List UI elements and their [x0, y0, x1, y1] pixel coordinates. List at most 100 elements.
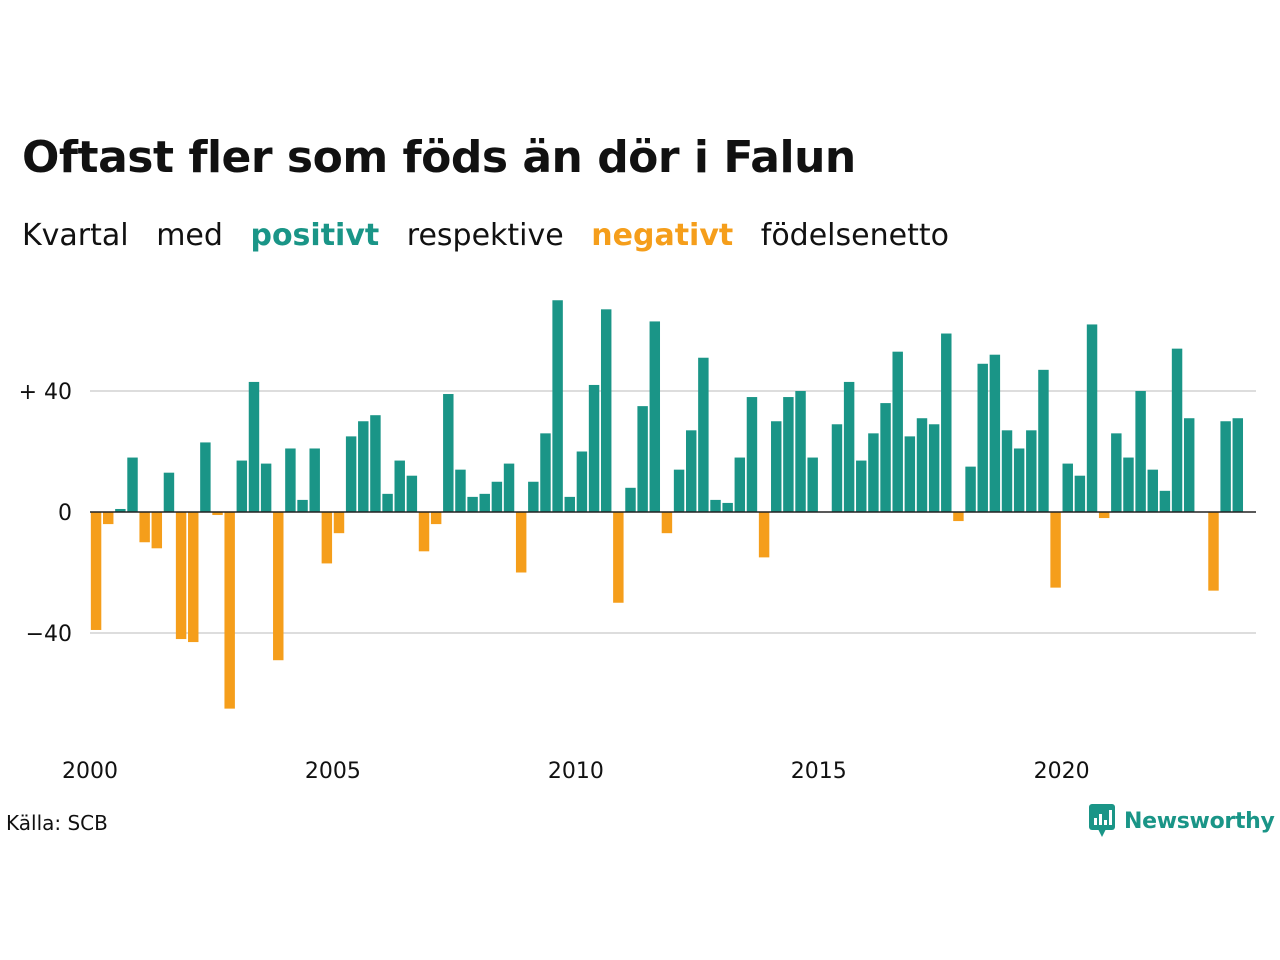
bar	[880, 403, 891, 512]
subtitle-positive-word: positivt	[250, 218, 380, 253]
bar	[175, 512, 187, 640]
bar	[1086, 324, 1098, 512]
bar-chart: + 40 0 −40 2000 2005 2010 2015 2020	[19, 300, 1256, 784]
bar	[783, 397, 794, 512]
bar	[758, 512, 770, 558]
y-tick-label: 0	[58, 501, 72, 526]
bar	[613, 512, 624, 603]
bar	[989, 354, 1001, 512]
bar	[260, 463, 272, 512]
bar	[1135, 391, 1146, 512]
bar	[430, 512, 442, 525]
chart-subtitle: Kvartal med positivt respektive negativt…	[22, 218, 967, 253]
x-tick-label: 2015	[791, 759, 847, 784]
bar	[552, 300, 563, 512]
bar	[843, 381, 855, 512]
bar	[1183, 418, 1195, 512]
bar	[467, 496, 478, 513]
newsworthy-logo-icon	[1089, 804, 1115, 837]
bar	[698, 357, 709, 513]
bar	[734, 457, 746, 512]
bar	[564, 496, 575, 513]
bar	[1232, 418, 1244, 512]
bar	[637, 406, 648, 513]
bar	[746, 397, 758, 512]
bar	[236, 460, 248, 512]
bar	[139, 512, 150, 543]
bar	[491, 481, 503, 512]
bar	[686, 430, 697, 512]
bar	[625, 487, 636, 512]
bar	[649, 321, 661, 512]
subtitle-negative-word: negativt	[591, 218, 734, 253]
x-tick-label: 2000	[62, 759, 118, 784]
bar	[321, 512, 333, 564]
x-tick-label: 2020	[1034, 759, 1090, 784]
bar	[771, 421, 782, 512]
bar	[916, 418, 928, 512]
bar	[1074, 475, 1086, 512]
bar	[333, 512, 345, 534]
bar	[212, 512, 223, 516]
bar	[443, 394, 454, 512]
bar	[503, 463, 515, 512]
bar	[188, 512, 199, 643]
bar	[309, 448, 320, 512]
bar	[370, 415, 381, 512]
bar	[600, 309, 612, 512]
bar	[151, 512, 163, 549]
bar	[941, 333, 952, 512]
bar	[1038, 369, 1049, 512]
bar	[831, 424, 843, 512]
bar	[965, 466, 976, 513]
bar	[394, 460, 405, 512]
bar	[710, 499, 721, 512]
bar	[904, 436, 916, 513]
bar	[540, 433, 551, 512]
chart-title: Oftast fler som föds än dör i Falun	[22, 132, 856, 183]
bar	[115, 508, 126, 512]
bar	[795, 391, 806, 512]
bar	[127, 457, 138, 512]
bar	[1013, 448, 1025, 512]
subtitle-word-respektive: respektive	[406, 218, 564, 253]
bar	[1208, 512, 1219, 591]
bar	[224, 512, 235, 709]
bar	[1171, 348, 1183, 512]
bar	[345, 436, 357, 513]
bar	[358, 421, 369, 512]
subtitle-word-fodelsenetto: födelsenetto	[760, 218, 949, 253]
bar	[528, 481, 539, 512]
bar	[1001, 430, 1013, 512]
brand-logo: Newsworthy	[1088, 803, 1275, 839]
bar	[200, 442, 211, 513]
bar	[163, 472, 175, 512]
bar	[90, 512, 102, 630]
bar	[807, 457, 818, 512]
bar	[1062, 463, 1073, 512]
bar	[1147, 469, 1158, 512]
bar	[273, 512, 284, 661]
bar	[248, 381, 260, 512]
bar	[576, 451, 588, 512]
bar	[588, 384, 600, 512]
subtitle-word-med: med	[156, 218, 223, 253]
bar	[418, 512, 430, 552]
bar	[953, 512, 964, 522]
subtitle-word-kvartal: Kvartal	[22, 218, 129, 253]
x-tick-label: 2005	[305, 759, 361, 784]
bar	[1123, 457, 1134, 512]
bar	[892, 351, 903, 512]
bar	[1050, 512, 1061, 588]
bar	[1159, 490, 1171, 512]
bar	[868, 433, 879, 512]
bar	[285, 448, 296, 512]
brand-name: Newsworthy	[1124, 808, 1275, 834]
bar	[673, 469, 685, 512]
y-tick-label: + 40	[19, 380, 72, 405]
bar	[856, 460, 867, 512]
source-note: Källa: SCB	[6, 811, 108, 835]
bar	[1026, 430, 1037, 512]
x-tick-label: 2010	[548, 759, 604, 784]
bar	[297, 499, 308, 512]
